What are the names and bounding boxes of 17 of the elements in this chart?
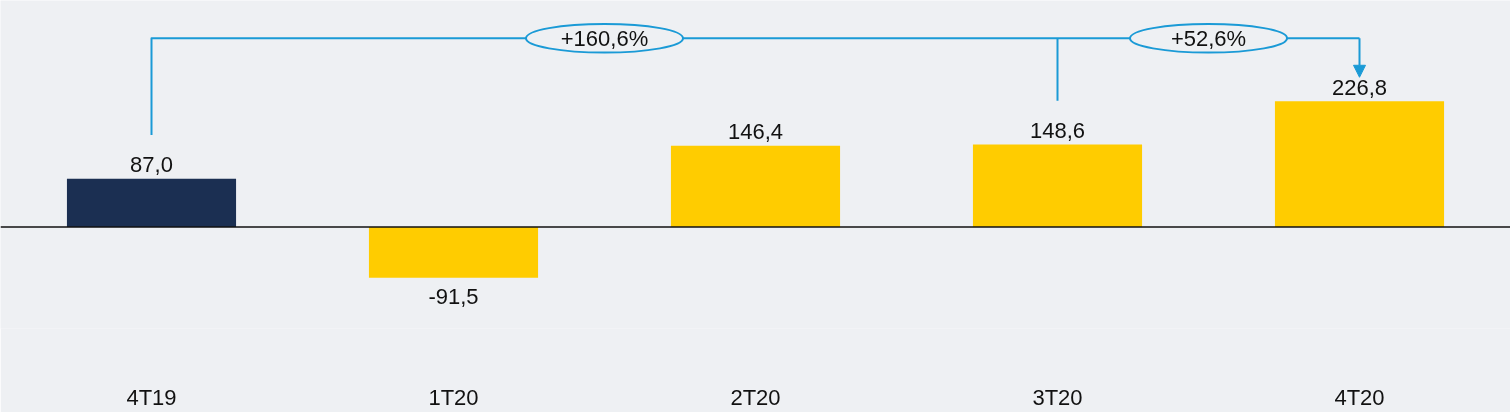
bar — [670, 145, 841, 227]
bar — [66, 178, 237, 227]
data-label: 226,8 — [1331, 74, 1388, 100]
data-label: 148,6 — [1029, 118, 1086, 144]
data-label: 87,0 — [130, 152, 173, 178]
bar — [368, 226, 539, 278]
bar — [972, 144, 1143, 227]
x-tick-label: 3T20 — [1032, 384, 1083, 410]
x-tick-label: 4T19 — [126, 384, 177, 410]
x-tick-label: 2T20 — [730, 384, 781, 410]
text: +160,6% — [560, 25, 649, 51]
x-tick-label: 1T20 — [428, 384, 479, 410]
data-label: 146,4 — [727, 119, 784, 145]
text: +52,6% — [1170, 25, 1247, 51]
data-label: -91,5 — [428, 283, 479, 309]
x-tick-label: 4T20 — [1334, 384, 1385, 410]
bar — [1274, 101, 1445, 227]
